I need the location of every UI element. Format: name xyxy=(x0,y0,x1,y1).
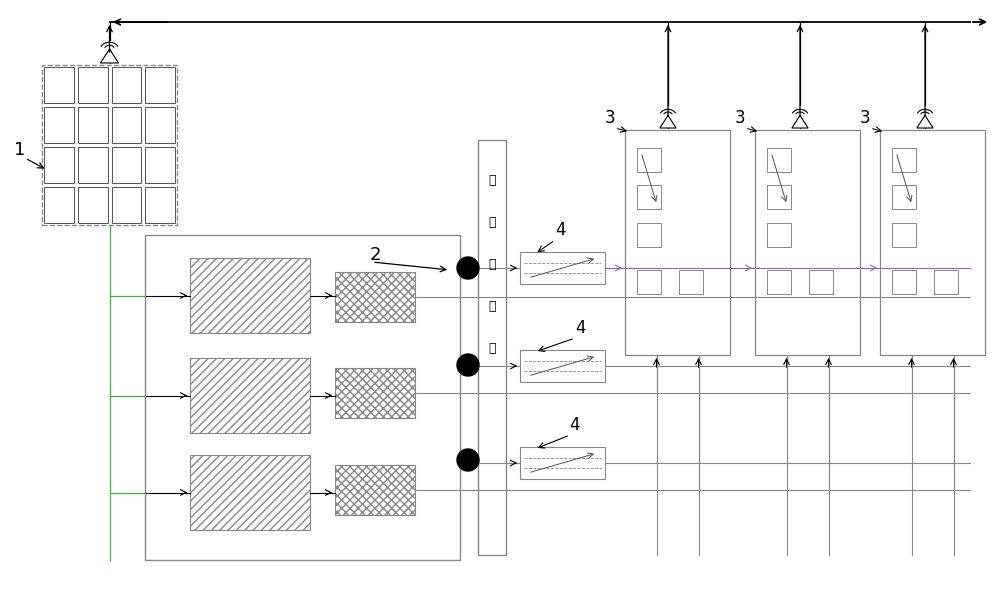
Bar xyxy=(767,148,791,172)
Polygon shape xyxy=(100,49,119,63)
Bar xyxy=(190,455,310,530)
Bar xyxy=(78,67,108,103)
Bar xyxy=(637,270,661,294)
Bar xyxy=(44,187,74,223)
Text: 材: 材 xyxy=(488,300,496,313)
Bar xyxy=(478,140,506,555)
Bar xyxy=(892,148,916,172)
Bar xyxy=(190,358,310,433)
Text: 3: 3 xyxy=(735,109,745,127)
Bar xyxy=(335,368,415,418)
Text: 被: 被 xyxy=(488,174,496,186)
Circle shape xyxy=(457,449,479,471)
Text: 4: 4 xyxy=(555,221,565,239)
Bar xyxy=(767,270,791,294)
Bar xyxy=(892,185,916,209)
Bar xyxy=(42,65,177,225)
Bar xyxy=(145,107,175,143)
Bar xyxy=(679,270,703,294)
Bar xyxy=(44,147,74,183)
Bar xyxy=(78,107,108,143)
Bar xyxy=(892,270,916,294)
Text: 保: 保 xyxy=(488,216,496,228)
Bar xyxy=(809,270,833,294)
Bar xyxy=(625,130,730,355)
Bar xyxy=(145,147,175,183)
Bar xyxy=(78,147,108,183)
Bar xyxy=(190,258,310,333)
Bar xyxy=(637,223,661,247)
Bar xyxy=(637,185,661,209)
Bar xyxy=(880,130,985,355)
Polygon shape xyxy=(792,116,808,128)
Bar xyxy=(637,148,661,172)
Text: 1: 1 xyxy=(14,141,26,159)
Polygon shape xyxy=(917,116,933,128)
Bar xyxy=(112,107,141,143)
Bar xyxy=(520,447,605,479)
Bar xyxy=(755,130,860,355)
Circle shape xyxy=(457,354,479,376)
Bar xyxy=(112,147,141,183)
Bar xyxy=(145,187,175,223)
Bar xyxy=(892,223,916,247)
Bar xyxy=(44,67,74,103)
Text: 4: 4 xyxy=(575,319,585,337)
Text: 护: 护 xyxy=(488,258,496,271)
Bar xyxy=(335,272,415,322)
Text: 料: 料 xyxy=(488,341,496,355)
Bar xyxy=(767,185,791,209)
Bar xyxy=(520,350,605,382)
Bar xyxy=(145,235,460,560)
Polygon shape xyxy=(660,116,676,128)
Text: 4: 4 xyxy=(570,416,580,434)
Bar xyxy=(145,67,175,103)
Bar xyxy=(934,270,958,294)
Circle shape xyxy=(457,257,479,279)
Bar xyxy=(112,67,141,103)
Bar xyxy=(767,223,791,247)
Text: 2: 2 xyxy=(370,246,382,264)
Bar xyxy=(78,187,108,223)
Bar xyxy=(112,187,141,223)
Bar xyxy=(335,465,415,515)
Text: 3: 3 xyxy=(860,109,870,127)
Bar xyxy=(44,107,74,143)
Bar xyxy=(520,252,605,284)
Text: 3: 3 xyxy=(605,109,615,127)
